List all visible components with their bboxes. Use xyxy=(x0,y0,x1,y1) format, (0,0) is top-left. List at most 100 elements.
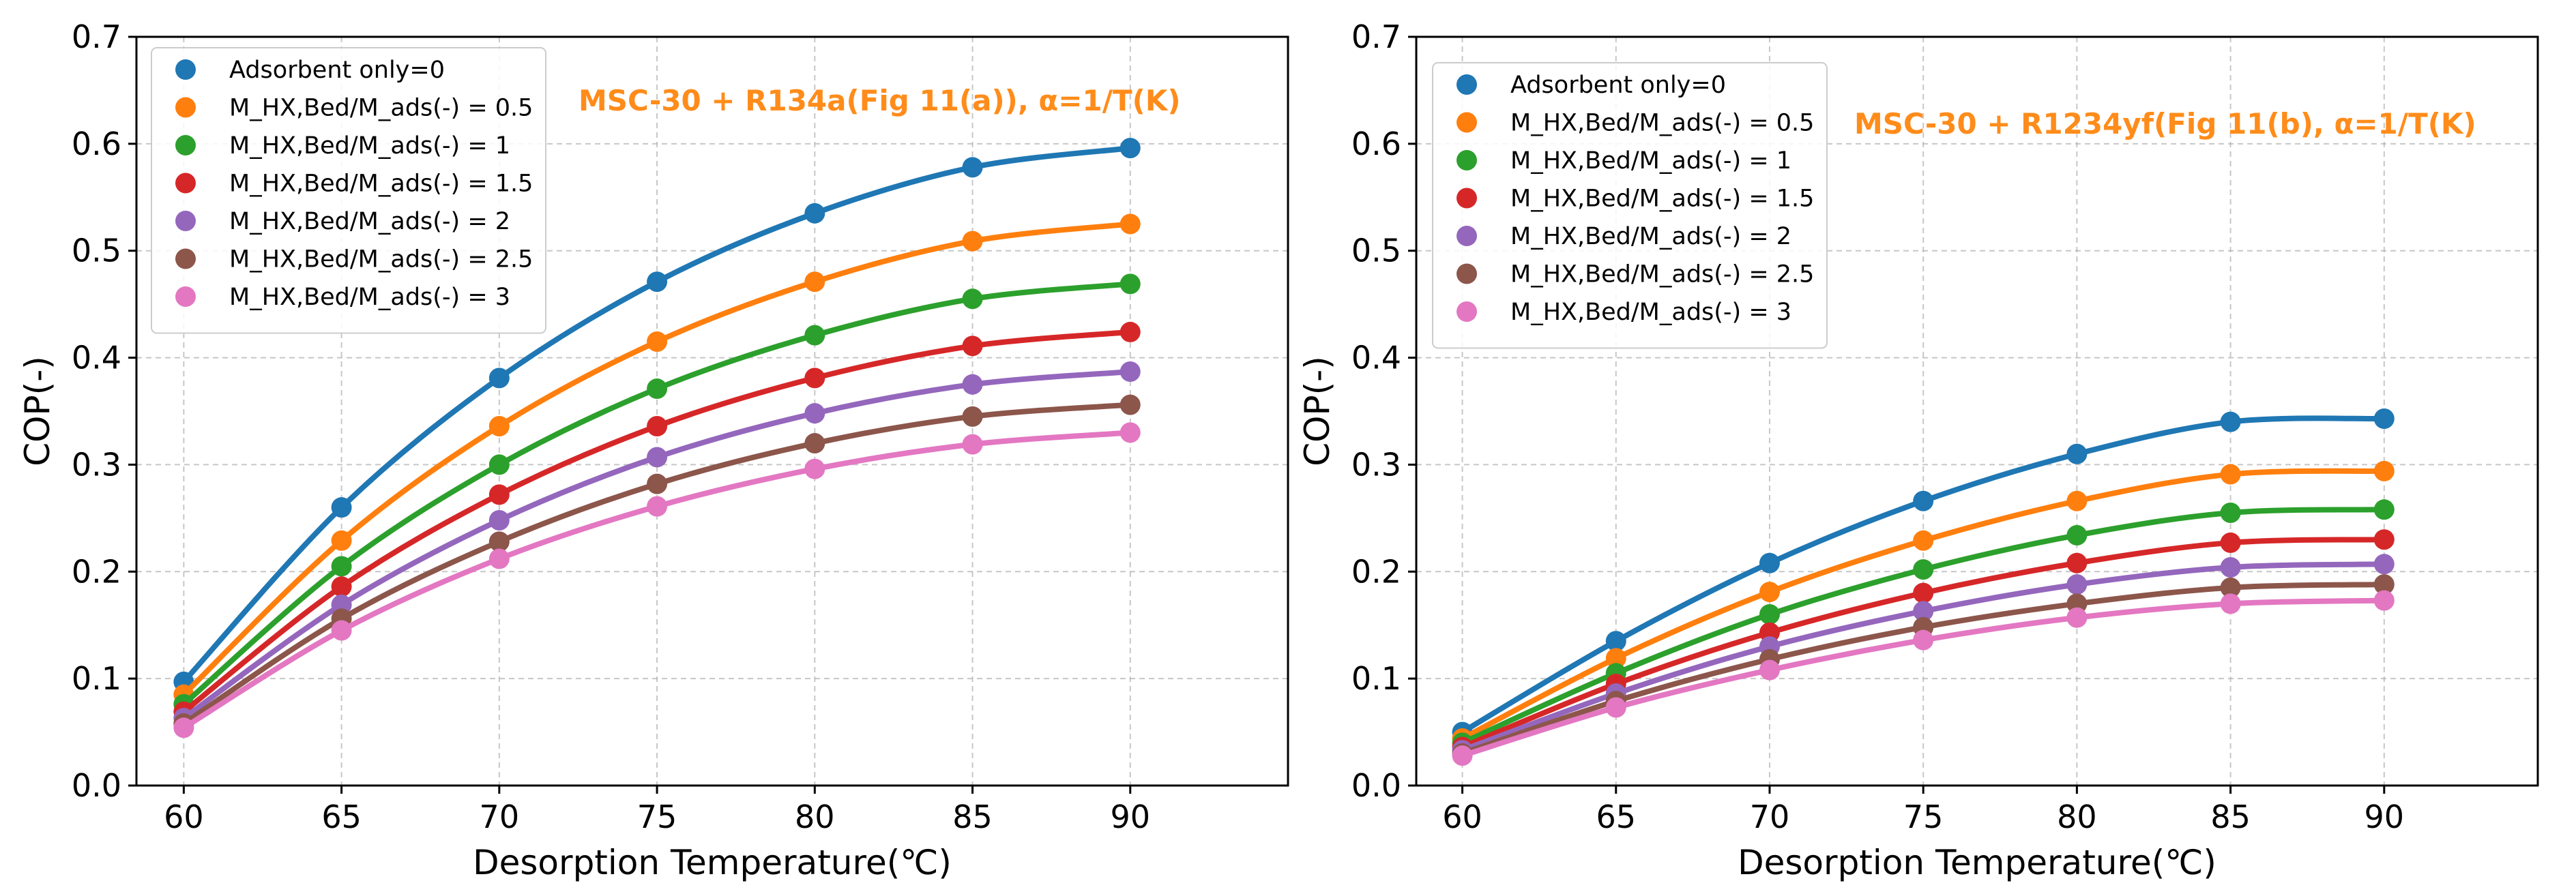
data-point xyxy=(488,454,510,475)
data-point xyxy=(488,415,510,436)
data-point xyxy=(804,325,825,346)
data-point xyxy=(1759,604,1780,625)
legend-marker xyxy=(175,248,196,269)
data-point xyxy=(173,717,194,738)
data-point xyxy=(2220,503,2241,524)
legend-marker xyxy=(1457,112,1477,133)
data-point xyxy=(488,531,510,552)
legend-marker xyxy=(1457,188,1477,209)
data-point xyxy=(1913,530,1934,551)
data-point xyxy=(647,496,668,517)
data-point xyxy=(962,406,983,427)
y-axis-label: COP(-) xyxy=(18,356,57,466)
legend-marker xyxy=(1457,150,1477,170)
data-point xyxy=(2220,577,2241,598)
legend-label: M_HX,Bed/M_ads(-) = 2 xyxy=(229,208,510,235)
data-point xyxy=(2066,443,2088,464)
legend-marker xyxy=(1457,226,1477,246)
legend-label: Adsorbent only=0 xyxy=(229,57,445,84)
data-point xyxy=(962,434,983,455)
data-point xyxy=(1913,490,1934,511)
chart-annotation: MSC-30 + R1234yf(Fig 11(b), α=1/T(K) xyxy=(1854,107,2476,140)
data-point xyxy=(647,473,668,494)
data-point xyxy=(1913,559,1934,580)
data-point xyxy=(331,576,352,597)
data-point xyxy=(1759,659,1780,681)
data-point xyxy=(1119,321,1141,342)
legend-marker xyxy=(175,59,196,80)
data-point xyxy=(1605,648,1626,669)
legend: Adsorbent only=0 M_HX,Bed/M_ads(-) = 0.5 M… xyxy=(151,47,546,334)
data-point xyxy=(962,157,983,178)
legend-frame xyxy=(151,47,546,334)
data-point xyxy=(804,203,825,224)
data-point xyxy=(488,368,510,389)
data-point xyxy=(331,556,352,577)
x-tick-label: 60 xyxy=(164,798,204,835)
x-tick-label: 65 xyxy=(1596,798,1636,835)
data-point xyxy=(2066,574,2088,595)
data-point xyxy=(2373,408,2395,429)
y-tick-label: 0.4 xyxy=(1351,340,1401,376)
data-point xyxy=(1119,138,1141,159)
chart-r134a: 60 65 70 75 80 85 90 0.0 0.1 0.2 0.3 0.4 0.5 0.6 0.7 De… xyxy=(18,18,1289,882)
data-point xyxy=(804,458,825,479)
data-point xyxy=(2066,552,2088,573)
chart-r1234yf: 60 65 70 75 80 85 90 0.0 0.1 0.2 0.3 0.4 0.5 0.6 0.7 De… xyxy=(1298,18,2539,882)
legend-frame xyxy=(1432,62,1828,349)
data-point xyxy=(1119,361,1141,382)
data-point xyxy=(2373,590,2395,611)
data-point xyxy=(804,433,825,454)
data-point xyxy=(647,271,668,293)
y-tick-label: 0.6 xyxy=(1351,125,1401,162)
data-point xyxy=(1452,745,1473,766)
x-tick-label: 80 xyxy=(2057,798,2097,835)
data-point xyxy=(962,335,983,357)
data-point xyxy=(2220,464,2241,485)
y-tick-label: 0.2 xyxy=(72,553,121,590)
data-point xyxy=(1913,629,1934,651)
plot-frame xyxy=(1415,35,2539,787)
y-tick-label: 0.3 xyxy=(1351,446,1401,483)
legend-marker xyxy=(175,97,196,118)
x-tick-label: 75 xyxy=(637,798,677,835)
data-point xyxy=(962,288,983,310)
data-point xyxy=(962,374,983,395)
series-6 xyxy=(173,422,1141,738)
data-point xyxy=(1119,394,1141,415)
data-point xyxy=(1605,697,1626,718)
data-point xyxy=(488,509,510,531)
data-point xyxy=(1119,273,1141,295)
y-tick-label: 0.5 xyxy=(72,233,121,269)
legend-label: Adsorbent only=0 xyxy=(1510,72,1726,99)
x-tick-label: 75 xyxy=(1903,798,1944,835)
series-5 xyxy=(173,394,1141,734)
data-point xyxy=(647,331,668,353)
data-point xyxy=(2220,532,2241,553)
y-tick-label: 0.5 xyxy=(1351,233,1401,269)
legend-label: M_HX,Bed/M_ads(-) = 2 xyxy=(1510,223,1791,250)
legend-label: M_HX,Bed/M_ads(-) = 0.5 xyxy=(229,95,533,122)
x-tick-label: 65 xyxy=(321,798,362,835)
x-tick-label: 85 xyxy=(952,798,993,835)
x-tick-label: 90 xyxy=(1110,798,1150,835)
data-point xyxy=(1913,601,1934,622)
data-point xyxy=(804,368,825,389)
y-tick-label: 0.0 xyxy=(72,767,121,804)
data-point xyxy=(2373,499,2395,520)
legend-marker xyxy=(175,173,196,194)
data-point xyxy=(2066,607,2088,628)
data-point xyxy=(1759,582,1780,603)
x-tick-label: 90 xyxy=(2365,798,2405,835)
x-tick-label: 80 xyxy=(795,798,835,835)
data-point xyxy=(804,403,825,424)
y-tick-label: 0.7 xyxy=(72,18,121,55)
legend: Adsorbent only=0 M_HX,Bed/M_ads(-) = 0.5 M… xyxy=(1432,62,1828,349)
data-point xyxy=(331,497,352,518)
legend-marker xyxy=(175,286,196,307)
data-point xyxy=(2220,411,2241,432)
legend-label: M_HX,Bed/M_ads(-) = 1.5 xyxy=(1510,185,1814,213)
plot-frame xyxy=(135,35,1289,787)
x-tick-label: 60 xyxy=(1442,798,1482,835)
legend-label: M_HX,Bed/M_ads(-) = 2.5 xyxy=(1510,261,1814,288)
